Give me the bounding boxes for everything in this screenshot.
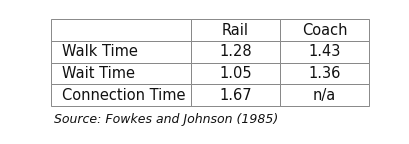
Text: Source: Fowkes and Johnson (1985): Source: Fowkes and Johnson (1985): [54, 113, 278, 126]
